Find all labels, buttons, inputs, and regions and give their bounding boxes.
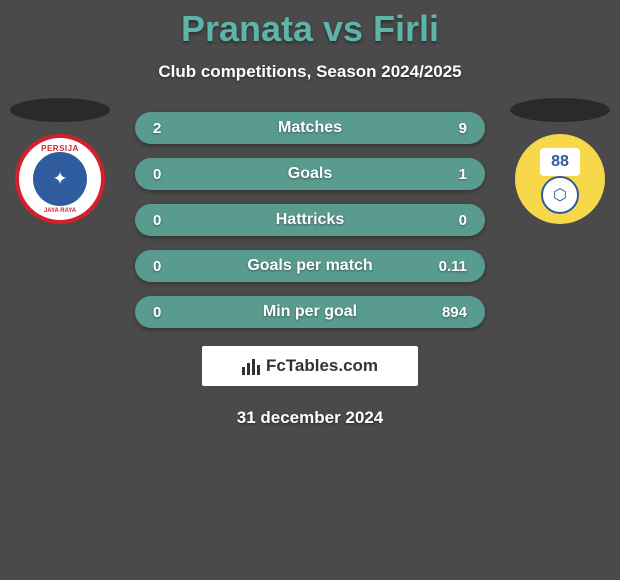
stat-right-value: 894 [427, 304, 467, 321]
stat-right-value: 0.11 [427, 258, 467, 275]
bar-chart-icon [242, 357, 260, 375]
stat-left-value: 2 [153, 120, 193, 137]
stat-rows: 2 Matches 9 0 Goals 1 0 Hattricks 0 0 Go… [135, 112, 485, 328]
comparison-title: Pranata vs Firli [0, 0, 620, 50]
stat-left-value: 0 [153, 212, 193, 229]
stat-left-value: 0 [153, 304, 193, 321]
stat-label: Goals per match [247, 257, 372, 275]
stat-label: Goals [288, 165, 332, 183]
barito-logo-icon [515, 134, 605, 224]
stat-row-matches: 2 Matches 9 [135, 112, 485, 144]
star-icon: ✦ [52, 169, 67, 190]
stat-left-value: 0 [153, 166, 193, 183]
comparison-content: ✦ JAYA RAYA 2 Matches 9 0 Goals 1 0 Hatt… [0, 112, 620, 428]
shadow-ellipse-icon [10, 98, 110, 122]
stat-label: Hattricks [276, 211, 344, 229]
stat-label: Matches [278, 119, 342, 137]
stat-row-hattricks: 0 Hattricks 0 [135, 204, 485, 236]
stat-right-value: 0 [427, 212, 467, 229]
season-subtitle: Club competitions, Season 2024/2025 [0, 62, 620, 82]
stat-row-min-per-goal: 0 Min per goal 894 [135, 296, 485, 328]
stat-row-goals: 0 Goals 1 [135, 158, 485, 190]
stat-label: Min per goal [263, 303, 357, 321]
brand-text: FcTables.com [266, 356, 378, 376]
soccer-ball-icon [541, 176, 579, 214]
brand-box: FcTables.com [202, 346, 418, 386]
persija-subtext: JAYA RAYA [44, 208, 76, 214]
date-text: 31 december 2024 [0, 408, 620, 428]
left-club-badge: ✦ JAYA RAYA [10, 98, 110, 224]
right-club-badge [510, 98, 610, 224]
shadow-ellipse-icon [510, 98, 610, 122]
stat-row-goals-per-match: 0 Goals per match 0.11 [135, 250, 485, 282]
stat-right-value: 1 [427, 166, 467, 183]
persija-logo-icon: ✦ JAYA RAYA [15, 134, 105, 224]
stat-right-value: 9 [427, 120, 467, 137]
stat-left-value: 0 [153, 258, 193, 275]
